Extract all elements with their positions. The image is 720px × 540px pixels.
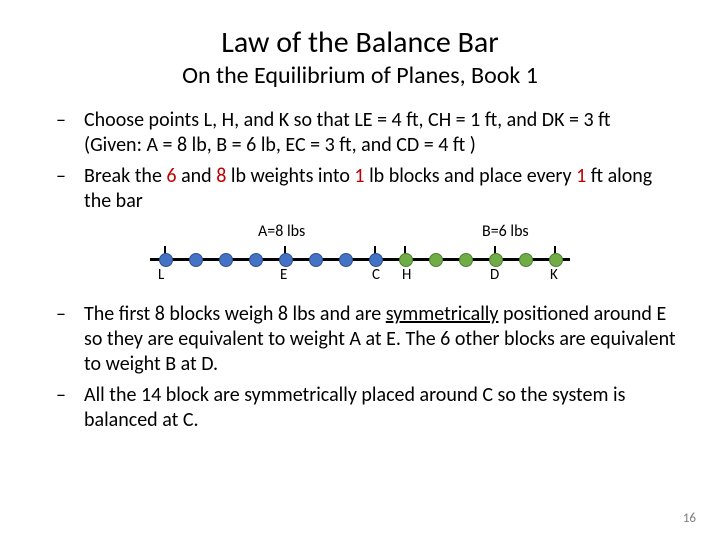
weight-dot-green	[549, 253, 563, 267]
weight-dot-green	[399, 253, 413, 267]
weight-dot-blue	[279, 253, 293, 267]
bullet-dash: –	[56, 302, 66, 327]
b2-one2: 1	[576, 164, 586, 188]
weight-dot-blue	[189, 253, 203, 267]
label-C: C	[372, 266, 380, 285]
weight-dot-blue	[369, 253, 383, 267]
b3-pre: The first 8 blocks weigh 8 lbs and are	[84, 302, 386, 326]
slide-title: Law of the Balance Bar	[40, 24, 680, 61]
page-number: 16	[683, 511, 696, 526]
weight-dot-blue	[219, 253, 233, 267]
label-A: A=8 lbs	[258, 222, 305, 242]
label-B: B=6 lbs	[482, 222, 529, 242]
label-D: D	[490, 266, 499, 285]
slide-subtitle: On the Equilibrium of Planes, Book 1	[40, 61, 680, 90]
bullet-3: – The first 8 blocks weigh 8 lbs and are…	[40, 302, 680, 377]
bullet-2: – Break the 6 and 8 lb weights into 1 lb…	[40, 164, 680, 214]
bullet-dash: –	[56, 383, 66, 408]
b3-sym: symmetrically	[386, 302, 499, 326]
bullet-4: – All the 14 block are symmetrically pla…	[40, 383, 680, 433]
b2-six: 6	[166, 164, 176, 188]
b2-one: 1	[354, 164, 364, 188]
bar-line	[150, 258, 570, 261]
bullet-1-line1: Choose points L, H, and K so that LE = 4…	[84, 108, 610, 132]
weight-dot-blue	[339, 253, 353, 267]
bullet-list: – Choose points L, H, and K so that LE =…	[40, 108, 680, 433]
bullet-3-text: The first 8 blocks weigh 8 lbs and are s…	[84, 302, 676, 376]
bullet-dash: –	[56, 108, 66, 133]
slide: Law of the Balance Bar On the Equilibriu…	[0, 0, 720, 540]
b2-pre: Break the	[84, 164, 166, 188]
label-E: E	[280, 266, 287, 285]
weight-dot-blue	[159, 253, 173, 267]
label-K: K	[550, 266, 558, 285]
weight-dot-green	[519, 253, 533, 267]
bullet-4-text: All the 14 block are symmetrically place…	[84, 383, 625, 432]
weight-dot-green	[459, 253, 473, 267]
b2-post1: lb blocks and place every	[365, 164, 577, 188]
weight-dot-green	[429, 253, 443, 267]
weight-dot-blue	[309, 253, 323, 267]
bullet-dash: –	[56, 164, 66, 189]
b2-and: and	[177, 164, 217, 188]
label-L: L	[158, 266, 164, 285]
bullet-2-text: Break the 6 and 8 lb weights into 1 lb b…	[84, 164, 652, 213]
label-H: H	[402, 266, 411, 285]
weight-dot-blue	[249, 253, 263, 267]
bullet-1: – Choose points L, H, and K so that LE =…	[40, 108, 680, 158]
b2-eight: 8	[216, 164, 226, 188]
balance-bar-diagram: A=8 lbs B=6 lbs L E C H D K	[150, 222, 570, 292]
b2-mid: lb weights into	[226, 164, 354, 188]
bullet-1-given: (Given: A = 8 lb, B = 6 lb, EC = 3 ft, a…	[84, 133, 476, 157]
weight-dot-green	[489, 253, 503, 267]
